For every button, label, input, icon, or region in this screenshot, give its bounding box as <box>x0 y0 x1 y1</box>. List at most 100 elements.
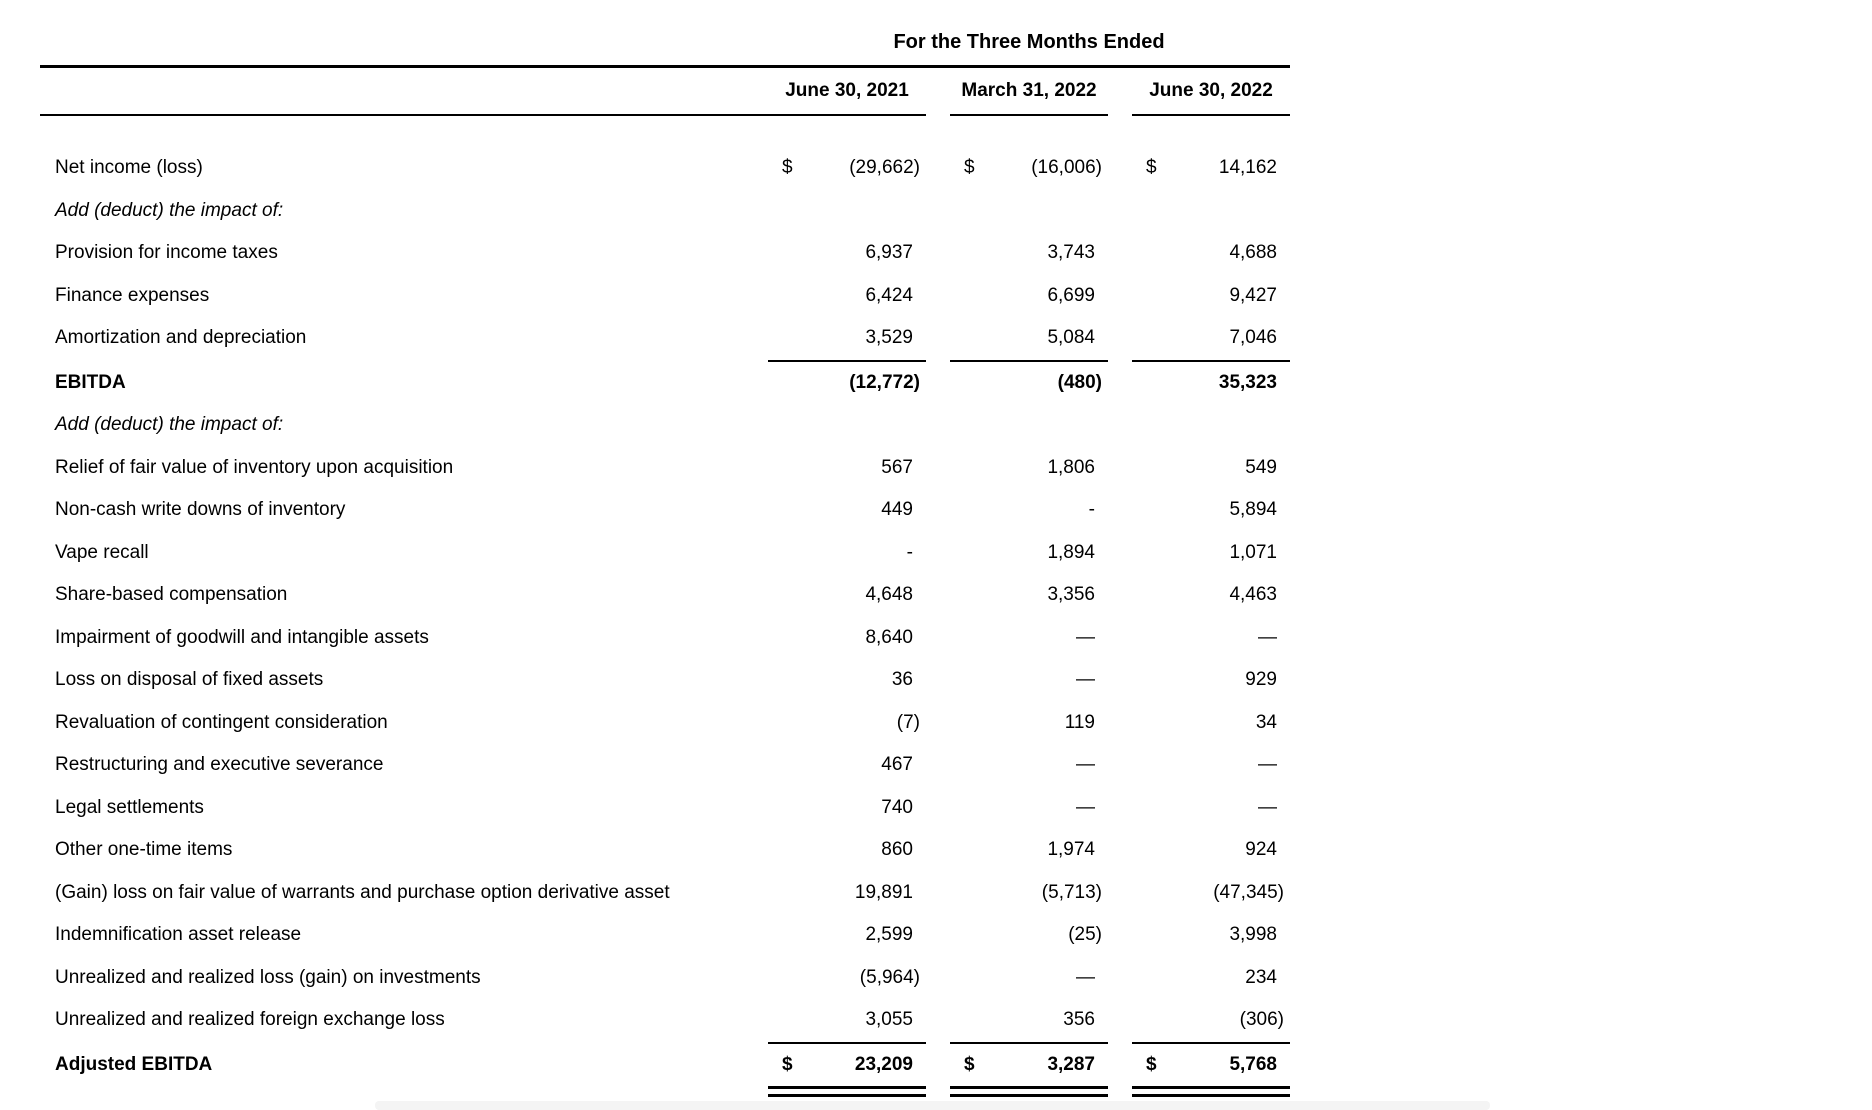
value-text: 467 <box>881 754 913 776</box>
dollar-sign: $ <box>964 1053 975 1075</box>
row-label: Impairment of goodwill and intangible as… <box>55 626 429 648</box>
value-text: 7,046 <box>1229 327 1277 349</box>
value-cell-june-30-2022: 4,688 <box>1132 242 1290 264</box>
value-text: 924 <box>1245 839 1277 861</box>
value-text: 1,894 <box>1047 541 1095 563</box>
rule-segment <box>950 1086 1108 1097</box>
value-cell-june-30-2021: 3,055 <box>768 1009 926 1031</box>
column-gap <box>926 1042 950 1044</box>
value-cell-june-30-2022: 35,323 <box>1132 372 1290 394</box>
value-cell-june-30-2021: 740 <box>768 797 926 819</box>
value-cell-june-30-2021: - <box>768 542 926 564</box>
value-cell-june-30-2022: 3,998 <box>1132 924 1290 946</box>
row-label: Provision for income taxes <box>55 242 278 264</box>
value-text: (480) <box>1057 371 1102 393</box>
value-cell-june-30-2021: 860 <box>768 839 926 861</box>
rule-segment <box>768 1086 926 1097</box>
table-row: Non-cash write downs of inventory 449 - … <box>40 489 1290 532</box>
table-row: Unrealized and realized foreign exchange… <box>40 999 1290 1042</box>
value-text: (5,964) <box>859 966 920 988</box>
value-text: (12,772) <box>849 371 920 393</box>
row-label: Vape recall <box>55 541 149 563</box>
value-cell-june-30-2022: 234 <box>1132 967 1290 989</box>
table-row: Restructuring and executive severance 46… <box>40 744 1290 787</box>
table-row: Net income (loss) $ (29,662) $ (16,006) $1… <box>40 147 1290 190</box>
value-text: — <box>1076 754 1095 776</box>
value-cell-march-31-2022: — <box>950 669 1108 691</box>
value-text: 234 <box>1245 966 1277 988</box>
value-text: 3,287 <box>1047 1053 1095 1075</box>
value-cell-june-30-2021: 449 <box>768 499 926 521</box>
value-cell-march-31-2022: 1,974 <box>950 839 1108 861</box>
value-cell-june-30-2021: 4,648 <box>768 584 926 606</box>
value-cell-june-30-2021: $ (29,662) <box>768 157 926 179</box>
value-cell-june-30-2021: $23,209 <box>768 1054 926 1076</box>
value-cell-june-30-2021: 567 <box>768 457 926 479</box>
row-label: Share-based compensation <box>55 584 288 606</box>
dollar-sign: $ <box>782 157 793 179</box>
value-cell-march-31-2022: 5,084 <box>950 327 1108 349</box>
rule-segment <box>950 114 1108 116</box>
value-cell-june-30-2022: 4,463 <box>1132 584 1290 606</box>
value-text: — <box>1258 796 1277 818</box>
column-gap <box>926 114 950 116</box>
rule-segment <box>950 359 1108 362</box>
row-label: Add (deduct) the impact of: <box>55 414 284 436</box>
value-cell-june-30-2022: 9,427 <box>1132 285 1290 307</box>
value-cell-june-30-2022: 7,046 <box>1132 327 1290 349</box>
value-text: 3,356 <box>1047 584 1095 606</box>
value-text: 34 <box>1255 711 1277 733</box>
row-label: Non-cash write downs of inventory <box>55 499 346 521</box>
value-text: 9,427 <box>1229 284 1277 306</box>
value-cell-june-30-2021: 19,891 <box>768 882 926 904</box>
column-gap <box>926 360 950 362</box>
value-text: 5,894 <box>1229 499 1277 521</box>
table-row: Share-based compensation 4,648 3,356 4,4… <box>40 574 1290 617</box>
dollar-sign: $ <box>782 1053 793 1075</box>
totals-rule <box>40 1086 1290 1097</box>
value-cell-march-31-2022: — <box>950 754 1108 776</box>
table-row: Vape recall - 1,894 1,071 <box>40 532 1290 575</box>
value-cell-june-30-2022: — <box>1132 754 1290 776</box>
value-text: 14,162 <box>1218 157 1277 179</box>
value-text: 23,209 <box>854 1053 913 1075</box>
value-text: 36 <box>891 669 913 691</box>
value-cell-march-31-2022: - <box>950 499 1108 521</box>
value-text: - <box>906 541 913 563</box>
value-text: 1,071 <box>1229 541 1277 563</box>
value-text: 4,648 <box>865 584 913 606</box>
label-column-spacer <box>40 1086 768 1097</box>
value-cell-march-31-2022: $3,287 <box>950 1054 1108 1076</box>
value-text: 119 <box>1064 711 1095 733</box>
value-cell-june-30-2021: (12,772) <box>768 372 926 394</box>
dollar-sign: $ <box>964 157 975 179</box>
value-cell-june-30-2022: 34 <box>1132 712 1290 734</box>
value-text: 2,599 <box>865 924 913 946</box>
rule-segment <box>768 359 926 362</box>
value-text: (25) <box>1068 924 1102 946</box>
value-cell-june-30-2022: 1,071 <box>1132 542 1290 564</box>
value-cell-june-30-2021: 8,640 <box>768 627 926 649</box>
value-cell-june-30-2021: (7) <box>768 712 926 734</box>
value-text: 35,323 <box>1218 371 1277 393</box>
value-text: 3,055 <box>865 1009 913 1031</box>
value-cell-march-31-2022: 6,699 <box>950 285 1108 307</box>
row-label: Finance expenses <box>55 284 210 306</box>
bottom-gray-bar <box>375 1101 1490 1110</box>
value-cell-march-31-2022: 3,356 <box>950 584 1108 606</box>
value-cell-march-31-2022: (25) <box>950 924 1108 946</box>
table-row: Add (deduct) the impact of: <box>40 404 1290 447</box>
row-label: Add (deduct) the impact of: <box>55 199 284 221</box>
value-text: 3,529 <box>865 327 913 349</box>
rule-segment <box>950 1041 1108 1044</box>
value-cell-june-30-2022: (306) <box>1132 1009 1290 1031</box>
value-text: 6,937 <box>865 242 913 264</box>
value-cell-june-30-2022: $5,768 <box>1132 1054 1290 1076</box>
value-text: 19,891 <box>854 881 913 903</box>
value-cell-june-30-2021: 3,529 <box>768 327 926 349</box>
value-cell-june-30-2021: 6,424 <box>768 285 926 307</box>
value-cell-march-31-2022: $ (16,006) <box>950 157 1108 179</box>
table-row: Add (deduct) the impact of: <box>40 190 1290 233</box>
value-text: 4,463 <box>1229 584 1277 606</box>
value-text: — <box>1076 966 1095 988</box>
